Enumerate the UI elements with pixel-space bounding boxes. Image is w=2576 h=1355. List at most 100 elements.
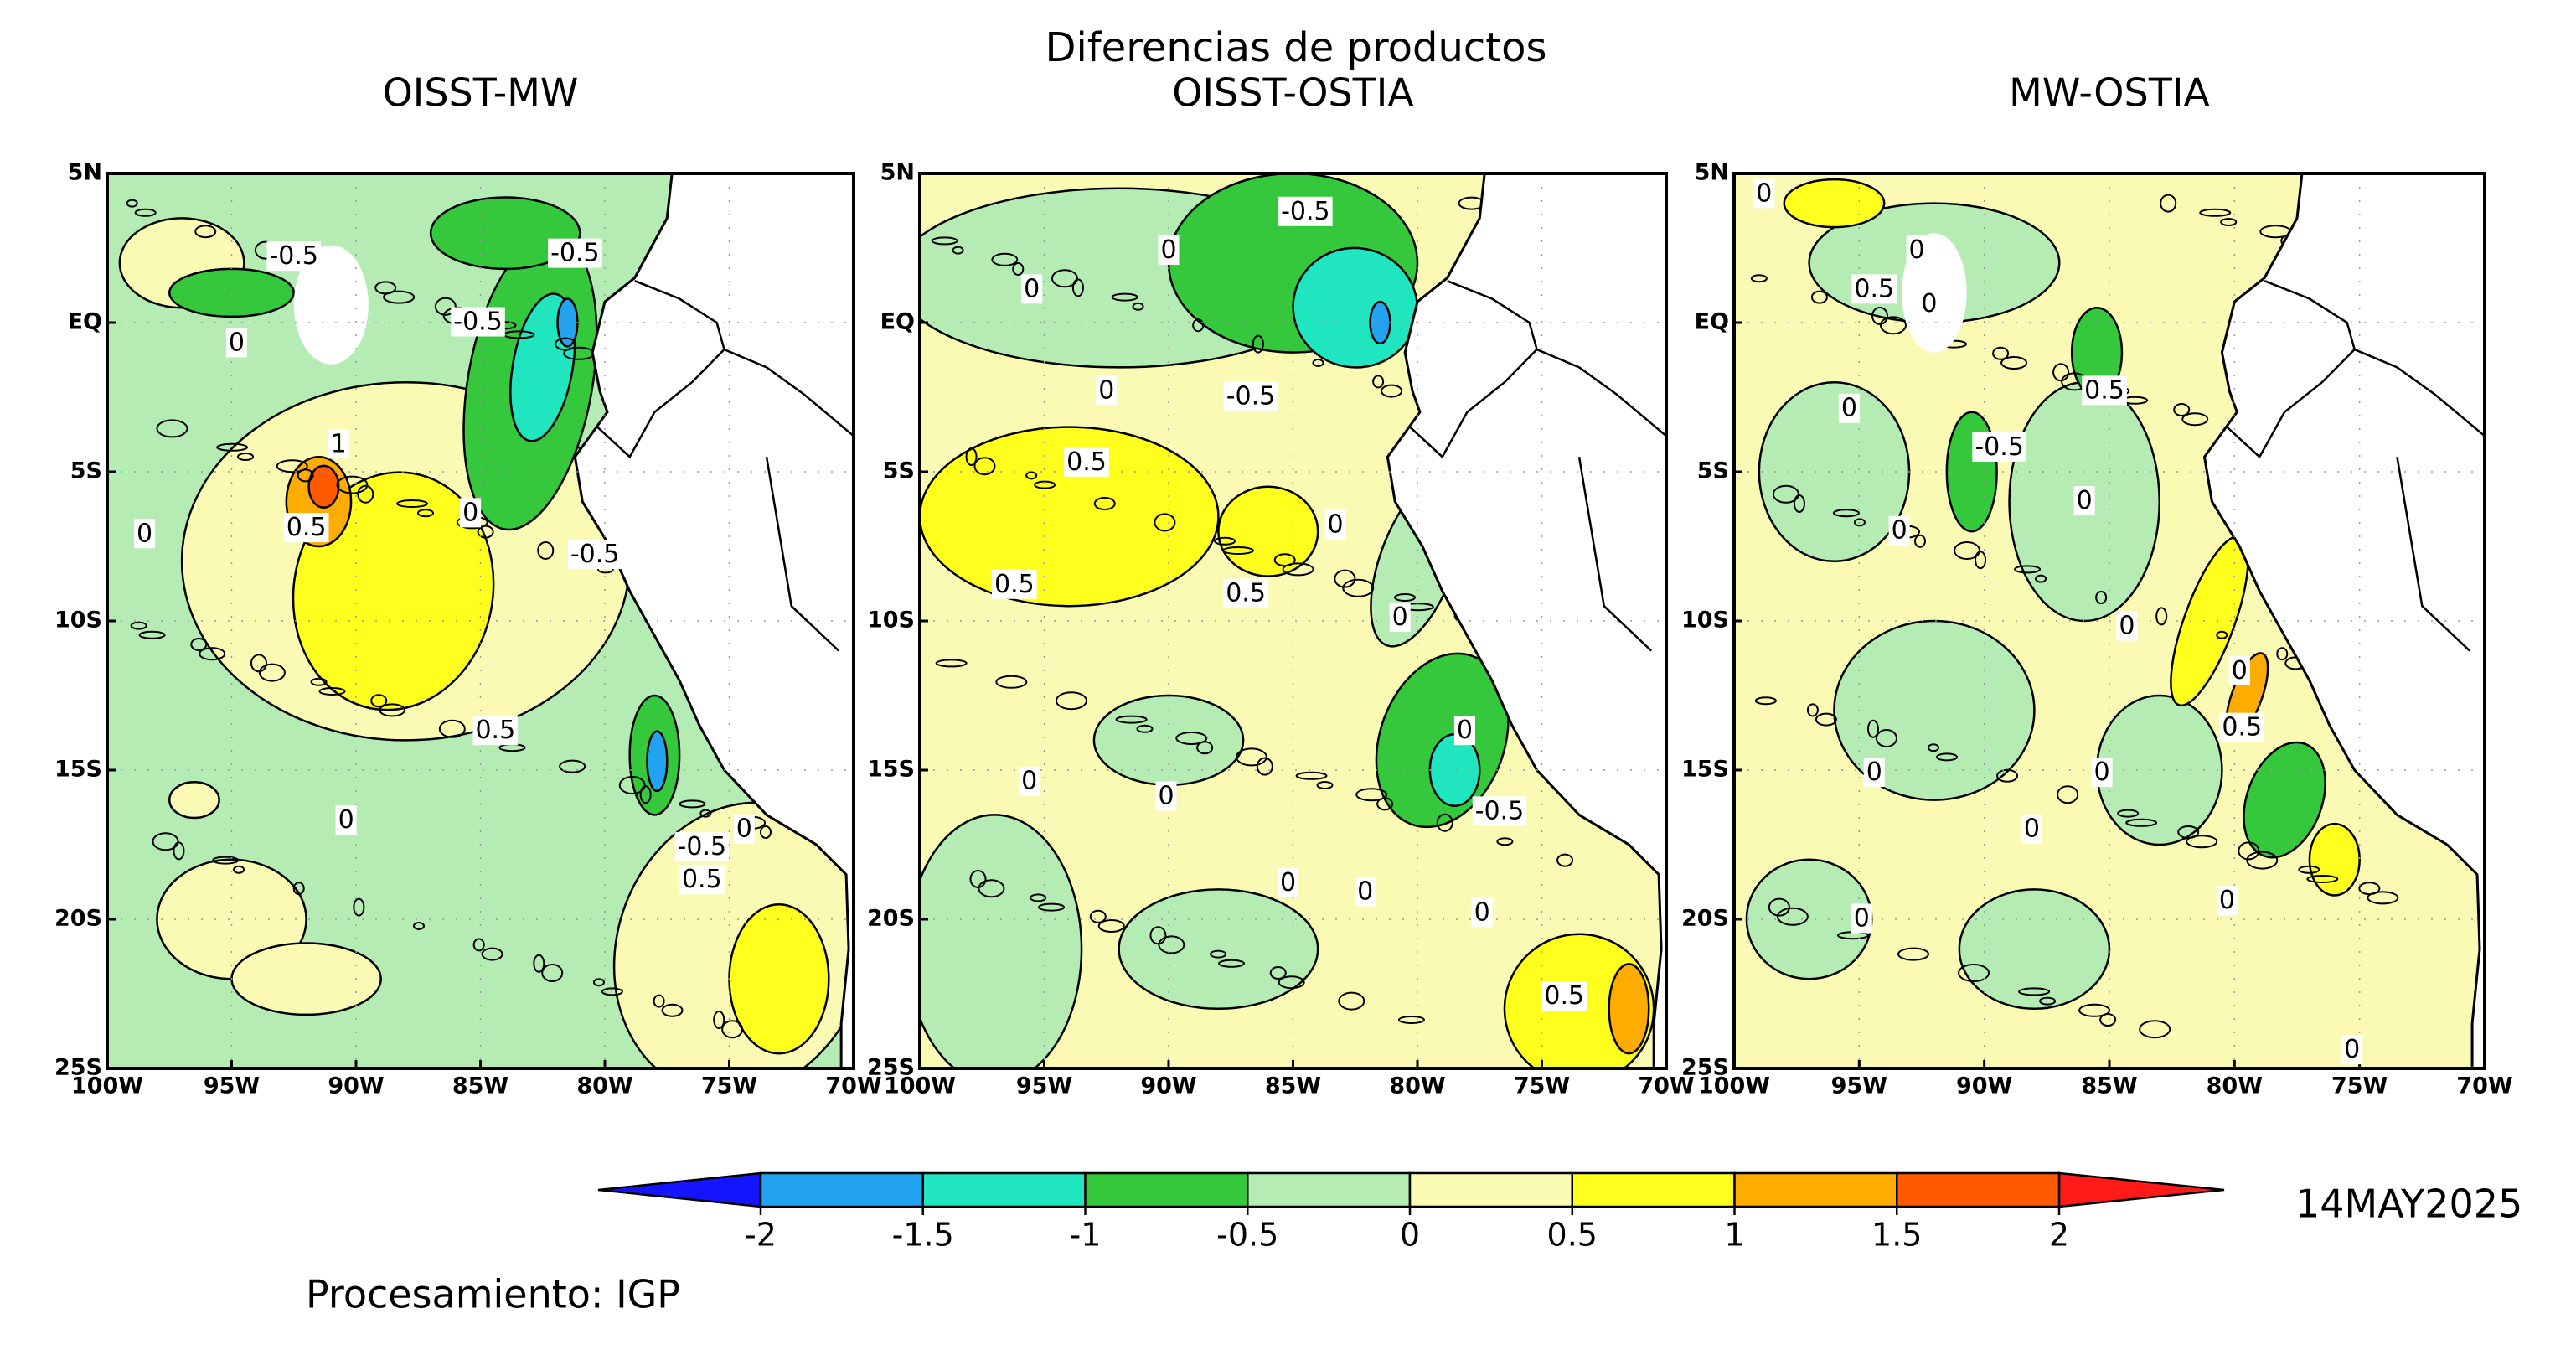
lat-tick-label: 5S	[883, 458, 915, 484]
lat-tick-label: 10S	[54, 608, 102, 634]
contour-label: -0.5	[678, 832, 727, 861]
contour-label-box	[1838, 393, 1860, 423]
contour-ring	[1192, 318, 1205, 333]
colorbar-segment	[1733, 1171, 1898, 1208]
contour-ring	[1832, 509, 1860, 518]
contour-ring	[533, 954, 545, 973]
contour-ring	[1154, 513, 1176, 532]
lat-tick-label: 20S	[1681, 906, 1729, 932]
contour-ring	[759, 825, 772, 839]
contour-label: -0.5	[570, 540, 620, 569]
contour-ring	[438, 719, 466, 738]
contour-label-box	[679, 865, 725, 895]
border	[2226, 279, 2357, 459]
panel-title: OISST-OSTIA	[1172, 70, 1414, 116]
lat-tick-label: 10S	[867, 608, 915, 634]
contour-label-box	[2091, 758, 2113, 788]
contour-ring	[1897, 947, 1929, 961]
contour-ring	[2246, 851, 2279, 870]
contour-ring	[134, 208, 157, 217]
contour-ring	[318, 687, 346, 696]
contour-label: 0.5	[1854, 274, 1894, 303]
contour-label-box	[1158, 235, 1180, 266]
contour-label: 0	[1024, 274, 1040, 303]
contour-ring	[258, 663, 286, 682]
contour-ring	[1025, 471, 1038, 480]
contour-label: 0	[736, 815, 752, 844]
field-patch	[1217, 485, 1319, 577]
date: 14MAY2025	[2295, 1182, 2522, 1227]
panel-title: MW-OSTIA	[2009, 70, 2210, 116]
lat-tick-label: 5N	[1695, 160, 1729, 186]
contour-ring	[1815, 712, 1837, 727]
field-patch	[230, 942, 382, 1016]
field-patch	[1958, 888, 2111, 1011]
panel-frame	[106, 172, 855, 1070]
colorbar-segment	[921, 1171, 1087, 1208]
contour-ring	[2039, 996, 2057, 1006]
contour-label-box	[1021, 274, 1043, 304]
contour-label: 0	[2093, 758, 2109, 787]
contour-label: -0.5	[1475, 796, 1525, 825]
contour-label-box	[328, 429, 349, 459]
lon-tick-label: 85W	[1265, 1073, 1321, 1099]
contour-label-box	[335, 805, 357, 835]
contour-ring	[336, 475, 369, 494]
contour-ring	[194, 225, 217, 239]
contour-label-box	[1389, 602, 1411, 632]
lon-tick-label: 75W	[2331, 1073, 2388, 1099]
contour-ring	[541, 964, 564, 982]
contour-ring	[1030, 893, 1047, 902]
field-patch	[2308, 822, 2361, 897]
colorbar-segment	[1571, 1171, 1736, 1208]
contour-label-box	[992, 569, 1037, 599]
border	[2354, 348, 2485, 437]
field-patch	[1092, 694, 1245, 787]
lat-tick-label: 20S	[867, 906, 915, 932]
contour-label-box	[1541, 981, 1587, 1011]
contour-ring	[472, 938, 485, 952]
field-patch	[1833, 619, 2036, 801]
field-patch	[307, 464, 340, 509]
lon-tick-label: 100W	[71, 1073, 143, 1099]
contour-ring	[138, 630, 166, 639]
contour-ring	[1097, 919, 1125, 933]
border	[2396, 456, 2470, 652]
contour-ring	[2139, 1020, 2171, 1039]
contour-ring	[126, 199, 138, 208]
contour-ring	[383, 290, 416, 304]
panel-title: OISST-MW	[383, 70, 579, 116]
contour-label-box	[225, 328, 247, 358]
contour-label: 0	[1098, 375, 1114, 405]
contour-ring	[2298, 865, 2320, 874]
contour-label-box	[1278, 867, 1299, 897]
contour-label-box	[2341, 1035, 2363, 1065]
lat-tick-label: 5S	[1697, 458, 1729, 484]
contour-ring	[1776, 907, 1809, 926]
contour-ring	[1436, 813, 1453, 832]
contour-ring	[1158, 935, 1185, 954]
contour-ring	[1338, 991, 1365, 1011]
contour-ring	[661, 1003, 684, 1017]
contour-label: 0.5	[475, 716, 515, 745]
contour-ring	[2367, 891, 2399, 905]
lon-tick-label: 90W	[1956, 1073, 2012, 1099]
contour-ring	[396, 499, 429, 508]
field-patch	[168, 267, 295, 318]
contour-ring	[1252, 334, 1264, 354]
contour-ring	[2306, 875, 2339, 883]
colorbar-label: -2	[745, 1217, 777, 1254]
contour-ring	[481, 947, 503, 961]
contour-label-box	[1064, 447, 1109, 477]
contour-label: 0	[1841, 394, 1857, 423]
contour-ring	[292, 882, 305, 896]
contour-ring	[353, 897, 365, 917]
contour-ring	[434, 297, 457, 316]
contour-ring	[1235, 747, 1267, 767]
border	[724, 348, 854, 437]
contour-ring	[721, 1020, 744, 1039]
contour-ring	[1034, 480, 1056, 489]
contour-ring	[250, 654, 267, 673]
contour-ring	[973, 457, 996, 476]
contour-ring	[1975, 551, 1987, 570]
